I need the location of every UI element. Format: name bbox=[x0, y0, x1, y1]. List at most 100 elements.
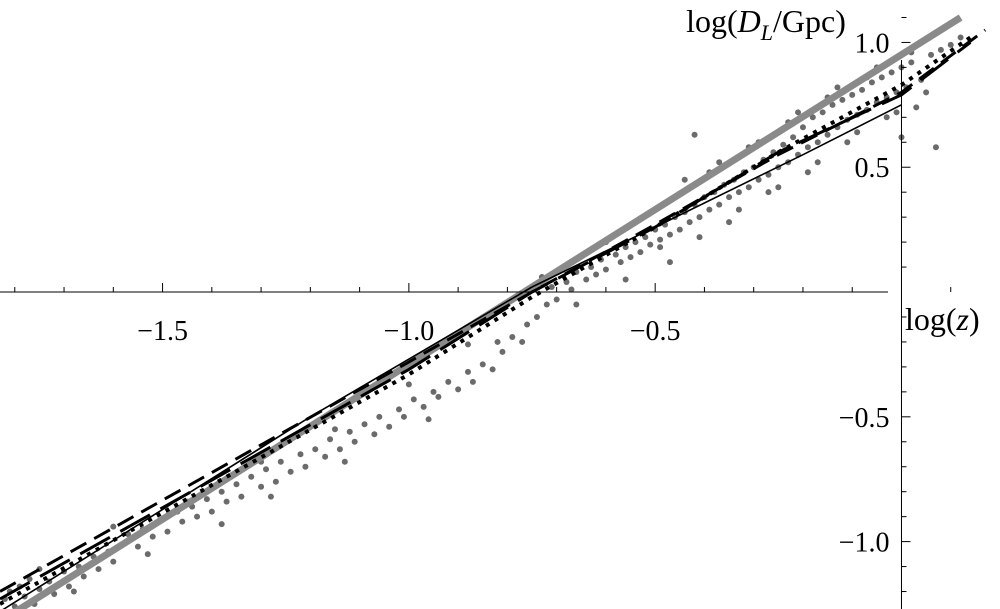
scatter-point bbox=[110, 523, 117, 530]
scatter-point bbox=[647, 241, 654, 248]
x-tick-label: −1.0 bbox=[383, 316, 434, 347]
scatter-point bbox=[499, 348, 506, 355]
scatter-point bbox=[26, 576, 33, 583]
scatter-point bbox=[883, 114, 890, 121]
scatter-point bbox=[726, 219, 733, 226]
scatter-point bbox=[445, 378, 452, 385]
scatter-point bbox=[312, 446, 319, 453]
scatter-point bbox=[218, 488, 225, 495]
scatter-point bbox=[795, 109, 802, 116]
y-tick-label: 1.0 bbox=[854, 28, 889, 59]
scatter-point bbox=[267, 493, 274, 500]
scatter-point bbox=[263, 466, 270, 473]
scatter-point bbox=[829, 101, 836, 108]
scatter-point bbox=[469, 378, 476, 385]
scatter-point bbox=[868, 79, 875, 86]
x-axis-title: log(z) bbox=[905, 301, 980, 337]
scatter-point bbox=[932, 144, 939, 151]
scatter-point bbox=[735, 189, 742, 196]
scatter-point bbox=[194, 513, 201, 520]
scatter-point bbox=[464, 341, 471, 348]
scatter-point bbox=[302, 463, 309, 470]
scatter-point bbox=[814, 139, 821, 146]
scatter-point bbox=[666, 259, 673, 266]
scatter-point bbox=[218, 521, 225, 528]
scatter-point bbox=[430, 388, 437, 395]
scatter-point bbox=[568, 286, 575, 293]
scatter-point bbox=[258, 483, 265, 490]
scatter-point bbox=[947, 41, 954, 48]
scatter-point bbox=[799, 124, 806, 131]
scatter-point bbox=[612, 251, 619, 258]
scatter-point bbox=[691, 131, 698, 138]
scatter-point bbox=[622, 276, 629, 283]
scatter-point bbox=[248, 473, 255, 480]
scatter-point bbox=[361, 421, 368, 428]
scatter-point bbox=[479, 361, 486, 368]
scatter-point bbox=[928, 51, 935, 58]
scatter-point bbox=[51, 591, 58, 598]
scatter-point bbox=[435, 393, 442, 400]
scatter-point bbox=[331, 426, 338, 433]
scatter-point bbox=[839, 96, 846, 103]
scatter-point bbox=[686, 219, 693, 226]
y-tick-label: −0.5 bbox=[839, 403, 890, 434]
scatter-point bbox=[489, 366, 496, 373]
scatter-point bbox=[420, 403, 427, 410]
x-tick-label: −1.5 bbox=[137, 316, 188, 347]
scatter-point bbox=[681, 176, 688, 183]
scatter-point bbox=[65, 583, 72, 590]
scatter-point bbox=[908, 59, 915, 66]
scatter-point bbox=[765, 189, 772, 196]
scatter-point bbox=[203, 496, 210, 503]
scatter-point bbox=[657, 236, 664, 243]
scatter-point bbox=[144, 551, 151, 558]
scatter-point bbox=[819, 109, 826, 116]
scatter-point bbox=[80, 573, 87, 580]
scatter-point bbox=[627, 254, 634, 261]
scatter-point bbox=[110, 558, 117, 565]
scatter-point bbox=[223, 498, 230, 505]
scatter-point bbox=[149, 533, 156, 540]
x-tick-label: −0.5 bbox=[630, 316, 681, 347]
scatter-point bbox=[179, 518, 186, 525]
scatter-point bbox=[405, 381, 412, 388]
scatter-point bbox=[341, 458, 348, 465]
scatter-point bbox=[410, 396, 417, 403]
scatter-point bbox=[238, 493, 245, 500]
scatter-point bbox=[780, 141, 787, 148]
x-ticks: −1.5 −1.0 −0.5 bbox=[14, 283, 952, 347]
y-axis-title: log(DL/Gpc) bbox=[686, 3, 846, 45]
scatter-point bbox=[844, 139, 851, 146]
scatter-point bbox=[666, 231, 673, 238]
scatter-point bbox=[706, 206, 713, 213]
scatter-point bbox=[696, 214, 703, 221]
scatter-point bbox=[716, 159, 723, 166]
scatter-point bbox=[593, 271, 600, 278]
y-axis: 1.0 0.5 −0.5 −1.0 log(DL/Gpc) bbox=[686, 3, 911, 609]
y-ticks: 1.0 0.5 −0.5 −1.0 bbox=[839, 16, 911, 593]
scatter-point bbox=[854, 129, 861, 136]
line-gray-thick bbox=[13, 14, 963, 609]
scatter-point bbox=[804, 144, 811, 151]
scatter-point bbox=[70, 588, 77, 595]
scatter-point bbox=[533, 313, 540, 320]
scatter-point bbox=[164, 528, 171, 535]
scatter-point bbox=[573, 301, 580, 308]
scatter-point bbox=[617, 259, 624, 266]
scatter-point bbox=[371, 431, 378, 438]
scatter-point bbox=[859, 86, 866, 93]
scatter-point bbox=[297, 451, 304, 458]
scatter-point bbox=[814, 159, 821, 166]
scatter-point bbox=[696, 234, 703, 241]
scatter-point bbox=[957, 34, 964, 41]
scatter-point bbox=[602, 266, 609, 273]
scatter-point bbox=[336, 446, 343, 453]
scatter-point bbox=[849, 91, 856, 98]
scatter-point bbox=[233, 481, 240, 488]
scatter-point bbox=[809, 114, 816, 121]
scatter-point bbox=[386, 423, 393, 430]
y-tick-label: 0.5 bbox=[854, 153, 889, 184]
scatter-point bbox=[726, 194, 733, 201]
